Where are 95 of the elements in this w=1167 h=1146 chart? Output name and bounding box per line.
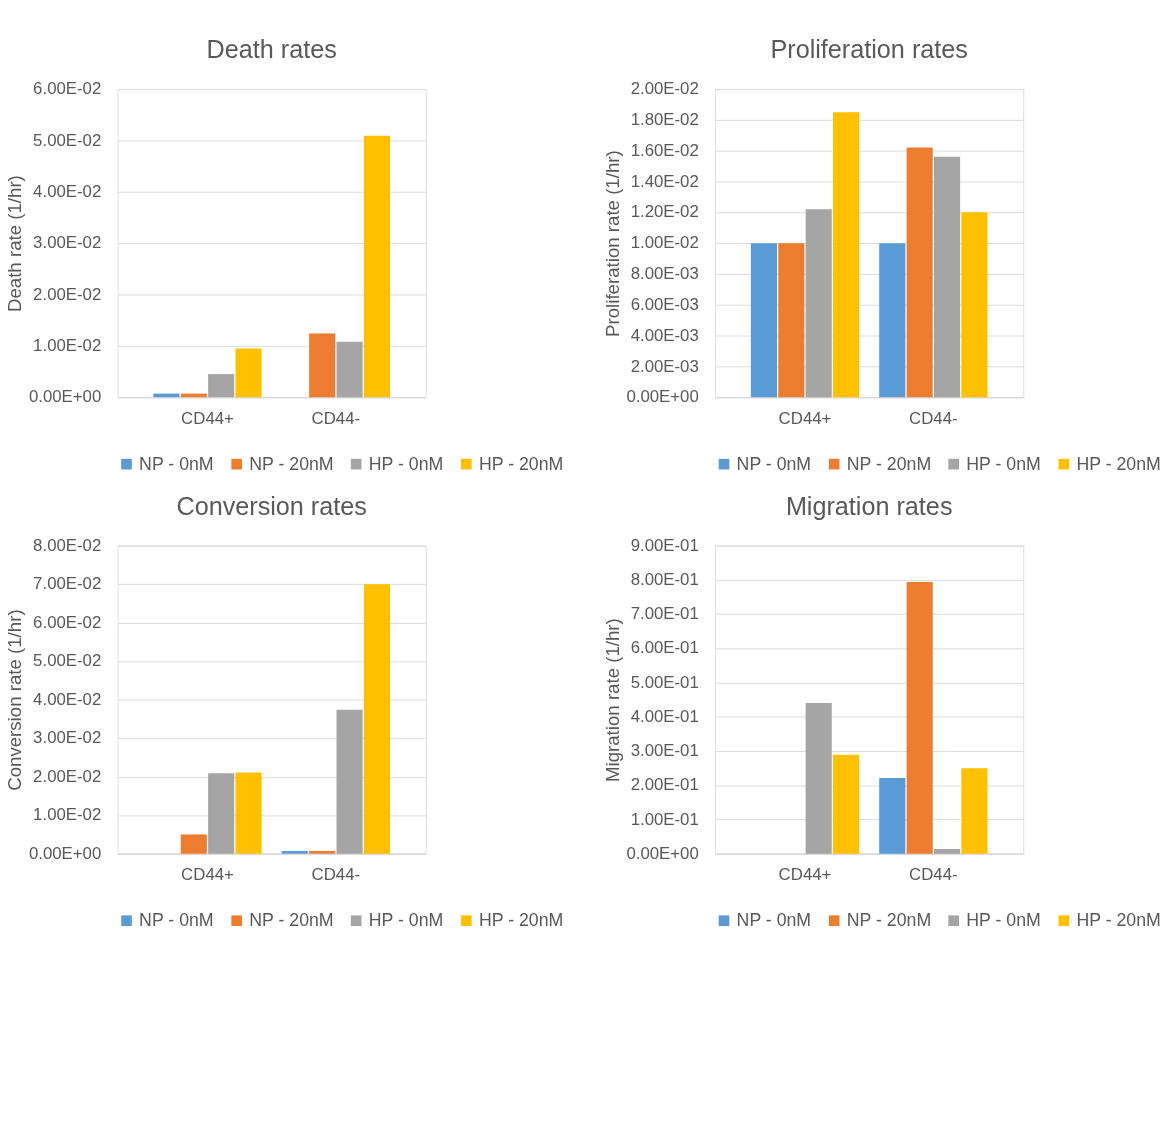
- y-tick-label: 7.00E-01: [630, 604, 699, 624]
- bar: [363, 135, 391, 398]
- legend-label: HP - 20nM: [1076, 910, 1161, 931]
- y-tick-label: 1.20E-02: [630, 202, 699, 222]
- y-tick-label: 7.00E-02: [33, 574, 102, 594]
- y-axis-title: Death rate (1/hr): [4, 175, 26, 313]
- legend-label: HP - 20nM: [478, 453, 564, 474]
- x-tick-label: CD44+: [778, 408, 832, 428]
- y-tick-label: 8.00E-02: [33, 535, 102, 555]
- x-tick-label: CD44+: [778, 865, 832, 885]
- x-tick-label: CD44+: [181, 408, 234, 428]
- bar: [833, 754, 860, 854]
- legend-label: NP - 0nM: [139, 910, 214, 931]
- bar: [309, 851, 336, 854]
- legend-label: NP - 0nM: [139, 453, 214, 474]
- chart-title: Migration rates: [785, 491, 953, 520]
- y-tick-label: 2.00E-01: [630, 775, 699, 795]
- y-axis-title: Proliferation rate (1/hr): [601, 150, 623, 337]
- legend-label: NP - 20nM: [249, 910, 334, 931]
- y-tick-label: 1.60E-02: [630, 140, 699, 160]
- bar: [961, 212, 988, 398]
- y-tick-label: 1.80E-02: [630, 110, 699, 130]
- y-tick-label: 2.00E-03: [630, 356, 699, 376]
- chart-title: Conversion rates: [176, 491, 367, 520]
- y-tick-label: 3.00E-02: [33, 728, 102, 748]
- y-tick-label: 2.00E-02: [33, 284, 102, 304]
- legend-label: HP - 20nM: [1076, 453, 1161, 474]
- bar: [805, 703, 832, 854]
- y-tick-label: 8.00E-01: [630, 569, 699, 589]
- bar: [879, 243, 906, 398]
- y-tick-label: 4.00E-03: [630, 325, 699, 345]
- x-tick-label: CD44+: [181, 865, 234, 885]
- y-tick-label: 3.00E-01: [630, 741, 699, 761]
- chart-title: Proliferation rates: [770, 35, 968, 64]
- y-tick-label: 0.00E+00: [626, 387, 699, 407]
- bar: [906, 581, 933, 854]
- bar: [879, 778, 906, 854]
- y-tick-label: 6.00E-03: [630, 294, 699, 314]
- x-tick-label: CD44-: [909, 865, 958, 885]
- y-tick-label: 1.00E-02: [33, 335, 102, 355]
- y-axis-title: Migration rate (1/hr): [601, 618, 623, 783]
- y-tick-label: 4.00E-02: [33, 181, 102, 201]
- y-tick-label: 5.00E-01: [630, 672, 699, 692]
- y-tick-label: 4.00E-01: [630, 706, 699, 726]
- y-tick-label: 2.00E-02: [630, 79, 699, 99]
- x-tick-label: CD44-: [311, 408, 361, 428]
- bar: [933, 848, 961, 854]
- x-tick-label: CD44-: [311, 865, 361, 885]
- legend-label: HP - 0nM: [966, 910, 1041, 931]
- y-tick-label: 0.00E+00: [28, 843, 102, 863]
- legend-label: NP - 0nM: [736, 453, 812, 474]
- bar: [208, 773, 235, 854]
- bar: [208, 374, 235, 398]
- bar: [363, 584, 391, 854]
- bar: [906, 147, 933, 398]
- bar: [281, 851, 308, 854]
- y-axis-title: Conversion rate (1/hr): [4, 609, 26, 791]
- bar: [833, 112, 860, 398]
- legend-label: HP - 0nM: [966, 453, 1041, 474]
- y-tick-label: 6.00E-02: [33, 79, 102, 99]
- bar: [235, 348, 262, 398]
- bar: [933, 156, 961, 398]
- y-tick-label: 6.00E-01: [630, 638, 699, 658]
- y-tick-label: 5.00E-02: [33, 651, 102, 671]
- y-tick-label: 1.00E-01: [630, 809, 699, 829]
- legend-label: HP - 0nM: [368, 453, 444, 474]
- y-tick-label: 6.00E-02: [33, 612, 102, 632]
- chart-title: Death rates: [206, 35, 337, 64]
- bar: [805, 209, 832, 398]
- legend-label: NP - 20nM: [846, 453, 932, 474]
- y-tick-label: 0.00E+00: [28, 387, 102, 407]
- y-tick-label: 4.00E-02: [33, 689, 102, 709]
- y-tick-label: 2.00E-02: [33, 766, 102, 786]
- y-tick-label: 8.00E-03: [630, 264, 699, 284]
- bar: [309, 333, 336, 398]
- bar: [778, 243, 805, 398]
- y-tick-label: 3.00E-02: [33, 233, 102, 253]
- legend-label: HP - 20nM: [478, 910, 564, 931]
- bar: [235, 772, 262, 854]
- legend-label: NP - 20nM: [249, 453, 334, 474]
- bar: [180, 834, 207, 854]
- y-tick-label: 0.00E+00: [626, 843, 699, 863]
- bar: [750, 243, 777, 398]
- y-tick-label: 9.00E-01: [630, 535, 699, 555]
- y-tick-label: 1.00E-02: [33, 805, 102, 825]
- bar: [961, 768, 988, 854]
- legend-label: HP - 0nM: [368, 910, 444, 931]
- bar: [336, 341, 363, 398]
- y-tick-label: 1.40E-02: [630, 171, 699, 191]
- y-tick-label: 1.00E-02: [630, 233, 699, 253]
- legend-label: NP - 0nM: [736, 910, 812, 931]
- bar: [336, 709, 363, 854]
- x-tick-label: CD44-: [909, 408, 958, 428]
- y-tick-label: 5.00E-02: [33, 130, 102, 150]
- legend-label: NP - 20nM: [846, 910, 932, 931]
